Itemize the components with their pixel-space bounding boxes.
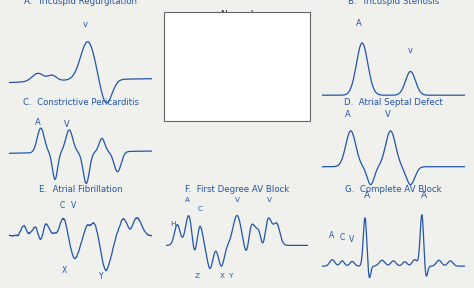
- Text: A: A: [420, 191, 427, 200]
- Text: A: A: [364, 191, 370, 200]
- Text: V: V: [248, 65, 253, 71]
- Text: C: C: [208, 69, 213, 75]
- Text: $S_1$: $S_1$: [218, 102, 227, 114]
- Text: A: A: [197, 63, 202, 69]
- Text: G.  Complete AV Block: G. Complete AV Block: [345, 185, 442, 194]
- Text: Normal: Normal: [220, 10, 254, 19]
- Text: Y: Y: [272, 88, 276, 94]
- Text: X: X: [216, 88, 221, 94]
- Text: H: H: [170, 221, 176, 227]
- Text: A: A: [356, 18, 362, 28]
- Text: V: V: [385, 110, 391, 119]
- Text: A: A: [345, 110, 351, 119]
- Text: V: V: [235, 197, 239, 202]
- Text: Y: Y: [229, 273, 234, 279]
- Text: phono: phono: [165, 104, 188, 109]
- Text: C: C: [198, 206, 202, 212]
- Text: Z: Z: [200, 86, 205, 92]
- Text: V: V: [71, 201, 76, 210]
- Text: B.  Tricuspid Stenosis: B. Tricuspid Stenosis: [348, 0, 439, 6]
- Text: A: A: [329, 231, 335, 240]
- Text: v: v: [408, 46, 413, 55]
- Text: F.  First Degree AV Block: F. First Degree AV Block: [185, 185, 289, 194]
- Text: A.  Tricuspid Regurgitation: A. Tricuspid Regurgitation: [24, 0, 137, 6]
- Text: Y: Y: [99, 272, 104, 281]
- Text: V: V: [64, 120, 69, 129]
- Text: D.  Atrial Septal Defect: D. Atrial Septal Defect: [344, 98, 443, 107]
- Text: X: X: [62, 266, 67, 274]
- Text: X: X: [220, 273, 225, 279]
- Text: C.  Constrictive Pericarditis: C. Constrictive Pericarditis: [23, 98, 138, 107]
- Text: V: V: [349, 235, 355, 244]
- Text: A: A: [35, 118, 41, 127]
- Text: C: C: [339, 233, 345, 242]
- Text: $S_2$: $S_2$: [247, 102, 256, 114]
- Text: H: H: [185, 70, 191, 76]
- Text: ECG: ECG: [165, 39, 182, 48]
- Text: E.  Atrial Fibrillation: E. Atrial Fibrillation: [39, 185, 122, 194]
- Text: C: C: [59, 201, 64, 210]
- Text: V: V: [267, 197, 272, 202]
- Text: JVP: JVP: [165, 71, 177, 80]
- Text: Z: Z: [195, 273, 200, 279]
- Text: A: A: [185, 197, 190, 202]
- Text: v: v: [82, 20, 87, 29]
